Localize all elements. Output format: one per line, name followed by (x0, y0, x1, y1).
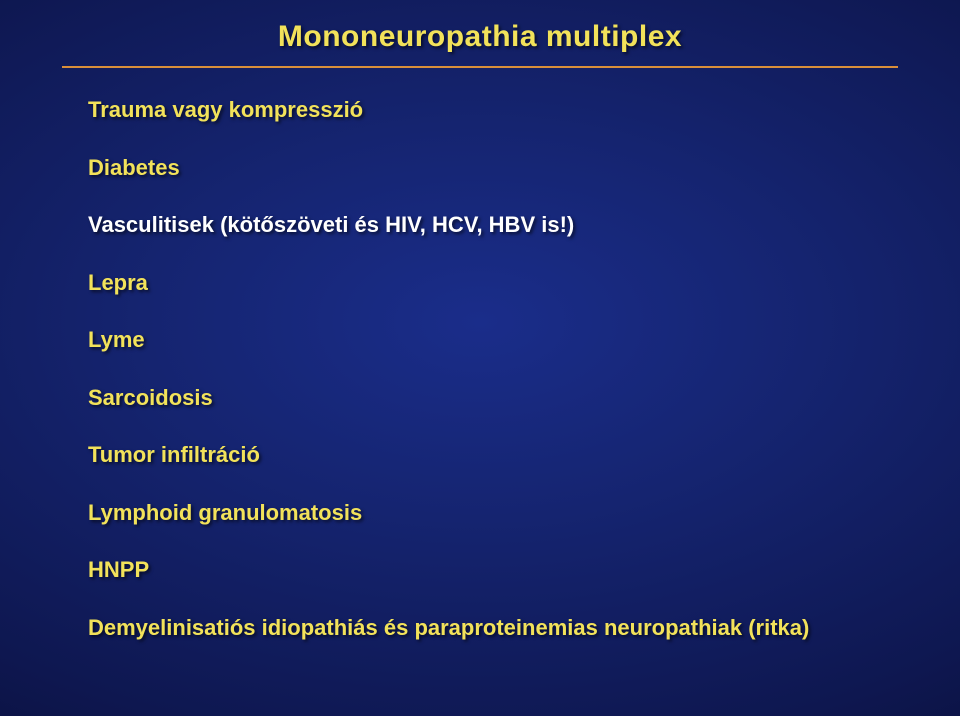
list-item: Lepra (88, 269, 960, 297)
slide: Mononeuropathia multiplex Trauma vagy ko… (0, 0, 960, 716)
list-item: Sarcoidosis (88, 384, 960, 412)
slide-body: Trauma vagy kompresszió Diabetes Vasculiti… (0, 68, 960, 641)
list-item: Demyelinisatiós idiopathiás és paraprote… (88, 614, 960, 642)
list-item: Tumor infiltráció (88, 441, 960, 469)
list-item: Lyme (88, 326, 960, 354)
list-item: Vasculitisek (kötőszöveti és HIV, HCV, H… (88, 211, 960, 239)
list-item: HNPP (88, 556, 960, 584)
list-item: Diabetes (88, 154, 960, 182)
list-item: Lymphoid granulomatosis (88, 499, 960, 527)
slide-title: Mononeuropathia multiplex (0, 20, 960, 54)
list-item: Trauma vagy kompresszió (88, 96, 960, 124)
